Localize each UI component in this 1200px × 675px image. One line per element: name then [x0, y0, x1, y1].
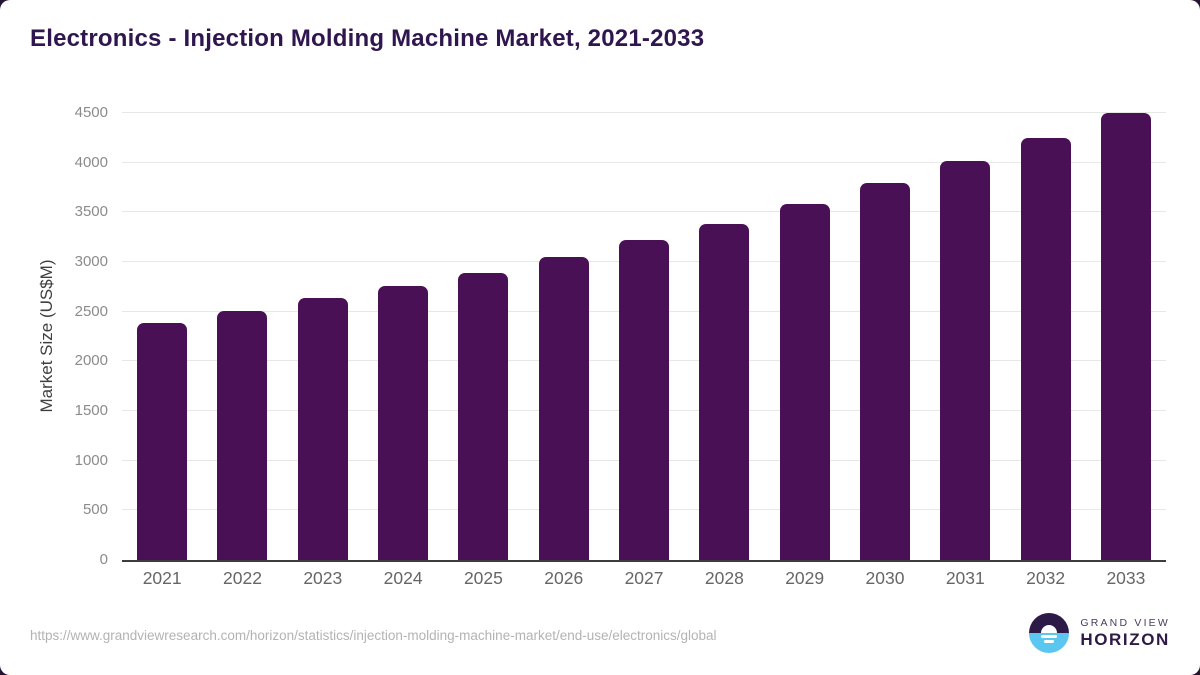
- y-tick-label-3000: 3000: [74, 253, 108, 270]
- x-tick-label-2028: 2028: [704, 568, 744, 588]
- x-axis-labels: 2021 2022 2023 2024 2025 2026 2027 2028 2029 2030…: [122, 568, 1166, 589]
- y-tick-label-2500: 2500: [74, 302, 108, 320]
- y-tick-label-3500: 3500: [74, 203, 108, 221]
- bar-slot-2030: [845, 182, 925, 560]
- x-tick-label-2025: 2025: [463, 568, 503, 588]
- x-tick-label-2031: 2031: [945, 568, 985, 588]
- source-url: https://www.grandviewresearch.com/horizo…: [30, 628, 717, 643]
- reflection-line-1: [1041, 634, 1058, 638]
- y-tick-label-500: 500: [82, 501, 108, 519]
- bar-slot-2024: [363, 285, 443, 560]
- x-tick-label-2029: 2029: [785, 568, 825, 588]
- bar-slot-2033: [1086, 112, 1166, 560]
- bar-slot-2027: [604, 239, 684, 560]
- y-tick-label-0: 0: [99, 551, 108, 568]
- y-tick-label-4500: 4500: [74, 104, 108, 121]
- bar-2028: [699, 223, 750, 560]
- bar-slot-2025: [443, 272, 523, 560]
- bar-2022: [217, 311, 268, 560]
- y-tick-label-4000: 4000: [74, 153, 108, 171]
- gridline-4500: [122, 112, 1166, 113]
- x-tick-label-2033: 2033: [1106, 568, 1146, 588]
- bar-slot-2029: [765, 203, 845, 560]
- bar-2024: [378, 285, 429, 560]
- bar-slot-2021: [122, 322, 202, 560]
- bar-2031: [940, 160, 991, 560]
- brand-logo: GRAND VIEW HORIZON: [1029, 613, 1170, 653]
- gridline-4000: [122, 161, 1166, 163]
- logo-text-horizon: HORIZON: [1080, 629, 1170, 649]
- bar-slot-2023: [283, 297, 363, 560]
- bar-slot-2028: [684, 223, 764, 560]
- x-tick-label-2026: 2026: [544, 568, 584, 588]
- bar-2032: [1020, 137, 1071, 560]
- x-tick-label-2030: 2030: [865, 568, 905, 588]
- y-tick-label-1000: 1000: [74, 451, 108, 469]
- bar-2033: [1100, 112, 1151, 560]
- reflection-line-2: [1044, 640, 1055, 643]
- bar-2030: [859, 182, 910, 560]
- x-tick-label-2027: 2027: [624, 568, 664, 588]
- bar-2025: [458, 272, 509, 560]
- bar-slot-2031: [925, 160, 1005, 560]
- sun-glyph: [1041, 625, 1058, 633]
- bar-2027: [619, 239, 670, 560]
- x-tick-label-2022: 2022: [223, 568, 262, 588]
- bar-slot-2026: [524, 257, 604, 560]
- horizon-sun-icon: [1029, 613, 1070, 653]
- logo-text-grand-view: GRAND VIEW: [1080, 616, 1170, 629]
- x-tick-label-2024: 2024: [383, 568, 423, 588]
- bars-container: [122, 112, 1166, 560]
- bar-2026: [538, 257, 589, 560]
- chart-title: Electronics - Injection Molding Machine …: [30, 25, 705, 52]
- bar-2023: [297, 297, 348, 560]
- bar-2029: [779, 203, 830, 560]
- bar-slot-2022: [202, 311, 282, 560]
- bar-slot-2032: [1005, 137, 1085, 560]
- plot-area: [122, 112, 1166, 562]
- bar-2021: [137, 322, 188, 560]
- y-tick-label-1500: 1500: [74, 402, 108, 419]
- x-tick-label-2023: 2023: [303, 568, 343, 588]
- x-tick-label-2021: 2021: [142, 568, 182, 588]
- y-axis-labels: 0 500 1000 1500 2000 2500 3000 3500 4000 4500: [0, 104, 108, 568]
- gridline-3500: [122, 211, 1166, 213]
- x-tick-label-2032: 2032: [1026, 568, 1066, 588]
- logo-text: GRAND VIEW HORIZON: [1080, 617, 1170, 650]
- y-tick-label-2000: 2000: [74, 352, 108, 370]
